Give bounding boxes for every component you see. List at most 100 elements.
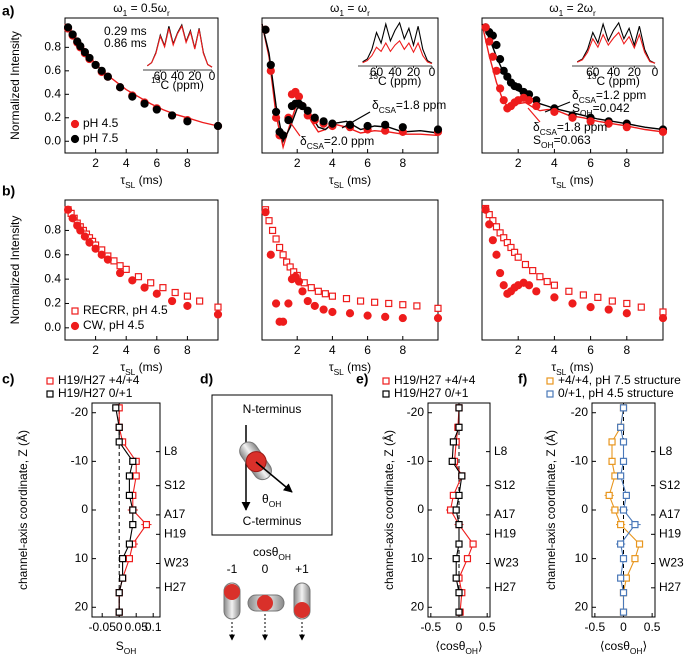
marker (319, 117, 328, 126)
y-axis-label: Normalized Intensity (8, 31, 22, 140)
text: SL (556, 367, 567, 377)
marker (128, 92, 137, 101)
marker (481, 23, 490, 32)
annotation: δCSA=1.2 ppm (572, 88, 646, 105)
x-axis-label: τSL (ms) (551, 360, 593, 377)
inset-tick-label: 40 (171, 69, 185, 83)
marker (118, 574, 127, 582)
marker (213, 310, 223, 319)
marker (103, 72, 112, 81)
text: r (593, 8, 596, 18)
marker (579, 291, 587, 299)
spectrum (146, 24, 213, 68)
inset-axis-label: 13C (ppm) (369, 71, 422, 88)
y-tick-label: 10 (411, 551, 425, 565)
x-tick-label: -0.5 (585, 620, 606, 634)
x-axis-label: ⟨cosθOH⟩ (600, 639, 647, 656)
y-axis-label: channel-axis coordinate, Z (Å) (543, 430, 558, 590)
marker (196, 297, 204, 305)
y-tick-label: 20 (75, 599, 89, 613)
marker (152, 289, 161, 298)
residue-label: H19 (164, 526, 186, 540)
marker (658, 127, 668, 136)
marker (363, 311, 372, 320)
marker (271, 107, 281, 117)
x-tick-label: 0.05 (125, 620, 149, 634)
y-tick-label: 10 (575, 551, 589, 565)
marker (310, 113, 319, 122)
marker (536, 273, 544, 281)
marker (481, 205, 490, 214)
x-axis-label: τSL (ms) (329, 360, 371, 377)
text: θ (262, 492, 269, 506)
marker (71, 307, 79, 315)
marker (125, 540, 134, 548)
legend-label: pH 4.5 (83, 116, 119, 130)
text: channel-axis coordinate, Z (Å) (15, 430, 30, 590)
text: (ms) (344, 360, 371, 374)
chart-title: ω1 = ωr (330, 1, 370, 18)
residue-label: A17 (164, 507, 186, 521)
chart: -0.5 0 0.5 -20 -10 0 10 20 L8 S12 A17 H19 W23 H27 +4/+… (558, 373, 684, 634)
marker (514, 83, 523, 92)
y-tick-label: 0.4 (44, 271, 61, 285)
marker (485, 220, 494, 229)
text: OH (269, 499, 282, 509)
marker (617, 520, 625, 529)
text: τ (120, 360, 125, 374)
marker (529, 267, 537, 275)
marker (550, 107, 559, 117)
marker (298, 101, 307, 111)
text: OH (278, 552, 291, 562)
scale-tick: +1 (295, 562, 309, 576)
residue-label: W23 (494, 556, 519, 570)
x-axis-label: τSL (ms) (329, 173, 371, 190)
y-tick-label: 0 (81, 502, 88, 516)
marker (455, 491, 463, 500)
y-tick-label: 0.2 (44, 296, 61, 310)
marker (122, 265, 130, 273)
n-terminus: N-terminus (243, 402, 302, 416)
y-tick-label: 20 (575, 599, 589, 613)
residue-label: L8 (659, 444, 673, 458)
marker (496, 84, 505, 93)
text: ⟨cosθ (435, 639, 465, 653)
text: SL (334, 180, 345, 190)
text: 13 (587, 71, 597, 81)
text: S (572, 101, 580, 115)
marker (524, 281, 534, 290)
marker (303, 296, 312, 306)
x-tick-label: 4 (551, 156, 558, 170)
marker (623, 299, 631, 308)
y-tick-label: 0.8 (44, 223, 61, 237)
x-tick-label: 4 (329, 156, 336, 170)
marker (586, 117, 595, 126)
marker (452, 506, 460, 514)
legend-label: RECRR, pH 4.5 (83, 303, 168, 317)
inset-legend-label: 0.29 ms (104, 24, 147, 38)
oxygen (294, 602, 310, 618)
legend-label: H19/H27 +4/+4 (394, 373, 476, 387)
text: r (167, 8, 170, 18)
marker (294, 277, 304, 286)
residue-label: W23 (659, 556, 684, 570)
x-tick-label: 0 (620, 620, 627, 634)
marker (496, 54, 505, 64)
marker (85, 238, 94, 247)
y-tick-label: 0.0 (44, 320, 61, 334)
marker (619, 438, 628, 446)
text: SL (334, 367, 345, 377)
inset-tick-label: 20 (407, 65, 421, 79)
x-axis-label: SOH (116, 639, 137, 656)
inset-legend-label: 0.86 ms (104, 36, 147, 50)
legend-label: H19/H27 0/+1 (394, 386, 469, 400)
marker (492, 223, 501, 231)
marker (385, 299, 393, 308)
marker (319, 305, 328, 314)
marker (115, 423, 123, 431)
legend-label: pH 7.5 (83, 131, 119, 145)
marker (303, 106, 312, 115)
marker (129, 506, 137, 514)
x-tick-label: -0.05 (89, 620, 117, 634)
marker (132, 472, 140, 480)
